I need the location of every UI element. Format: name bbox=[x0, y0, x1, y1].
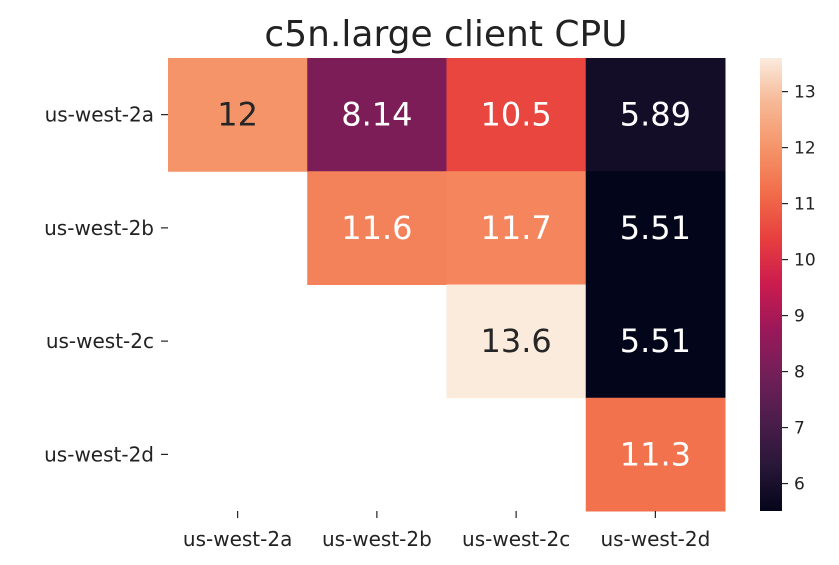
colorbar: 6 7 8 9 10 11 12 13 bbox=[760, 58, 816, 511]
heatmap-cell bbox=[585, 58, 726, 172]
heatmap-cell bbox=[446, 58, 587, 172]
colorbar-tick-label: 10 bbox=[794, 251, 816, 271]
cell-value-label: 8.14 bbox=[341, 96, 412, 134]
cell-value-label: 5.89 bbox=[620, 96, 691, 134]
heatmap-cell bbox=[446, 171, 587, 285]
y-tick-label: us-west-2d bbox=[44, 442, 154, 466]
heatmap-cell bbox=[168, 58, 308, 172]
heatmap-cell bbox=[585, 397, 726, 512]
colorbar-tick-label: 9 bbox=[794, 307, 805, 327]
y-tick-label: us-west-2a bbox=[45, 103, 154, 127]
x-tick-label: us-west-2c bbox=[462, 527, 570, 551]
cell-value-label: 12 bbox=[217, 96, 258, 134]
heatmap-cells bbox=[168, 58, 726, 512]
y-tick-label: us-west-2c bbox=[46, 329, 154, 353]
cell-value-label: 11.6 bbox=[341, 209, 412, 247]
x-tick-label: us-west-2d bbox=[600, 527, 710, 551]
heatmap-cell bbox=[446, 284, 587, 399]
heatmap-cell bbox=[585, 284, 726, 399]
x-axis: us-west-2a us-west-2b us-west-2c us-west-2d bbox=[183, 511, 710, 551]
cell-value-label: 5.51 bbox=[620, 209, 691, 247]
colorbar-tick-label: 11 bbox=[794, 195, 816, 215]
cell-value-label: 11.7 bbox=[481, 209, 552, 247]
colorbar-tick-label: 6 bbox=[794, 475, 805, 495]
colorbar-tick-label: 12 bbox=[794, 139, 816, 159]
colorbar-gradient bbox=[760, 58, 782, 511]
cell-value-label: 5.51 bbox=[620, 322, 691, 360]
cell-value-label: 13.6 bbox=[481, 322, 552, 360]
heatmap-cell bbox=[585, 171, 726, 285]
heatmap-cell-labels: 12 8.14 10.5 5.89 11.6 11.7 5.51 13.6 5.51 11.3 bbox=[217, 96, 691, 474]
y-axis: us-west-2a us-west-2b us-west-2c us-west-2d bbox=[44, 103, 168, 466]
y-tick-label: us-west-2b bbox=[44, 216, 154, 240]
heatmap-cell bbox=[307, 171, 447, 285]
x-tick-label: us-west-2b bbox=[322, 527, 432, 551]
cell-value-label: 11.3 bbox=[620, 435, 691, 473]
cell-value-label: 10.5 bbox=[481, 96, 552, 134]
colorbar-tick-label: 7 bbox=[794, 419, 805, 439]
x-tick-label: us-west-2a bbox=[183, 527, 292, 551]
chart-title: c5n.large client CPU bbox=[264, 14, 627, 55]
heatmap-cell bbox=[307, 58, 447, 172]
colorbar-tick-label: 13 bbox=[794, 83, 816, 103]
colorbar-tick-label: 8 bbox=[794, 363, 805, 383]
